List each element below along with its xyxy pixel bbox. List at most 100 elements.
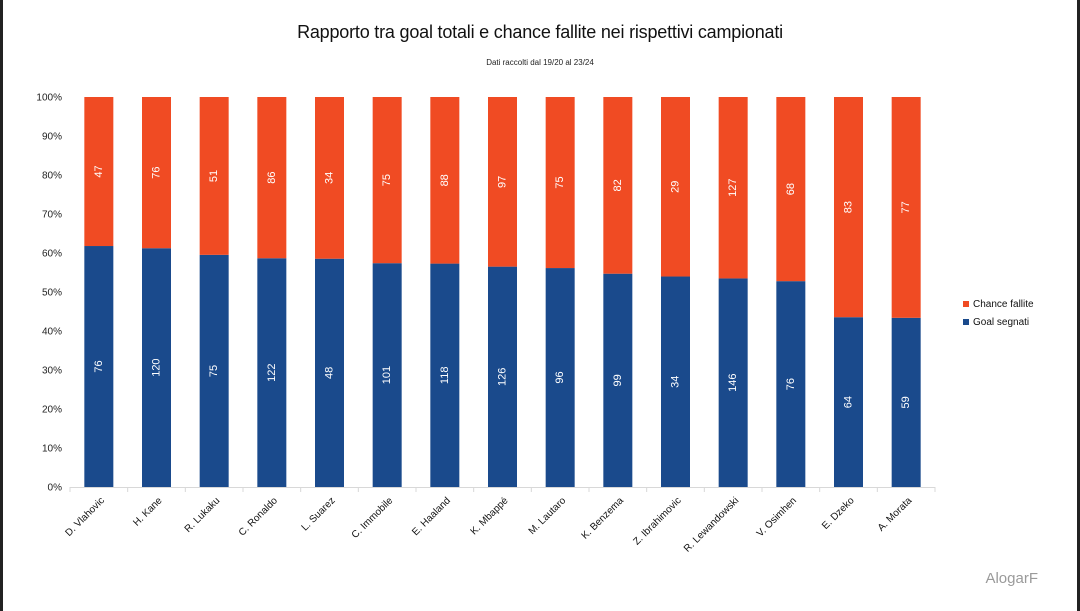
bar-chance-fallite bbox=[603, 97, 633, 274]
bar-chance-fallite bbox=[315, 97, 344, 259]
data-label-goal: 101 bbox=[381, 366, 393, 384]
legend-swatch-chance bbox=[963, 301, 969, 307]
data-label-goal: 146 bbox=[727, 374, 739, 392]
y-tick-label: 70% bbox=[42, 210, 62, 221]
bar-goal-segnati bbox=[545, 268, 575, 487]
bar-chance-fallite bbox=[545, 97, 575, 269]
bar-goal-segnati bbox=[430, 263, 460, 487]
data-label-chance: 75 bbox=[554, 176, 566, 188]
bar-goal-segnati bbox=[257, 258, 287, 487]
bar-chance-fallite bbox=[891, 97, 921, 318]
legend-label-chance: Chance fallite bbox=[973, 298, 1034, 310]
bar-goal-segnati bbox=[661, 276, 690, 487]
data-label-chance: 127 bbox=[727, 179, 739, 197]
bar-chance-fallite bbox=[257, 97, 287, 259]
x-category-label: K. Mbappé bbox=[469, 495, 511, 537]
bar-chance-fallite bbox=[430, 97, 460, 264]
bar-goal-segnati bbox=[718, 278, 748, 487]
x-category-label: Z. Ibrahimovic bbox=[631, 495, 683, 547]
data-label-chance: 83 bbox=[843, 201, 855, 213]
data-label-chance: 97 bbox=[497, 176, 509, 188]
data-label-goal: 59 bbox=[900, 396, 912, 408]
data-label-chance: 82 bbox=[612, 179, 624, 191]
data-label-chance: 86 bbox=[266, 172, 278, 184]
bar-goal-segnati bbox=[776, 281, 806, 487]
data-label-goal: 76 bbox=[785, 378, 797, 390]
bar-goal-segnati bbox=[372, 263, 402, 487]
data-label-chance: 88 bbox=[439, 174, 451, 186]
y-tick-label: 90% bbox=[42, 132, 62, 143]
legend-item-chance: Chance fallite bbox=[963, 295, 1034, 313]
bar-chance-fallite bbox=[199, 97, 229, 255]
bar-goal-segnati bbox=[603, 273, 633, 487]
legend: Chance fallite Goal segnati bbox=[963, 295, 1034, 331]
x-category-label: E. Dzeko bbox=[820, 495, 857, 532]
chart-subtitle: Dati raccolti dal 19/20 al 23/24 bbox=[486, 58, 594, 67]
x-category-label: M. Lautaro bbox=[527, 495, 569, 537]
y-tick-label: 30% bbox=[42, 366, 62, 377]
bar-goal-segnati bbox=[834, 317, 863, 487]
data-label-chance: 47 bbox=[93, 165, 105, 177]
data-label-chance: 34 bbox=[324, 172, 336, 184]
bar-chance-fallite bbox=[84, 97, 114, 247]
legend-item-goal: Goal segnati bbox=[963, 313, 1034, 331]
y-tick-label: 10% bbox=[42, 444, 62, 455]
bar-goal-segnati bbox=[84, 246, 114, 487]
y-tick-label: 0% bbox=[48, 483, 63, 494]
legend-swatch-goal bbox=[963, 319, 969, 325]
y-tick-label: 60% bbox=[42, 249, 62, 260]
x-category-label: R. Lewandowski bbox=[682, 495, 741, 554]
x-category-label: H. Kane bbox=[131, 495, 165, 529]
bar-goal-segnati bbox=[488, 266, 517, 487]
x-category-label: A. Morata bbox=[876, 495, 915, 534]
data-label-goal: 75 bbox=[208, 365, 220, 377]
bar-goal-segnati bbox=[891, 317, 921, 487]
data-label-goal: 48 bbox=[324, 367, 336, 379]
bar-chance-fallite bbox=[142, 97, 171, 249]
x-category-label: C. Ronaldo bbox=[237, 495, 280, 538]
bar-chance-fallite bbox=[372, 97, 402, 264]
data-label-goal: 99 bbox=[612, 374, 624, 386]
data-label-goal: 126 bbox=[497, 368, 509, 386]
data-label-chance: 51 bbox=[208, 170, 220, 182]
y-tick-label: 50% bbox=[42, 288, 62, 299]
data-label-chance: 77 bbox=[900, 201, 912, 213]
bar-goal-segnati bbox=[199, 254, 229, 487]
watermark: AlogarF bbox=[985, 570, 1038, 587]
bar-goal-segnati bbox=[315, 258, 344, 487]
data-label-chance: 68 bbox=[785, 183, 797, 195]
x-category-label: R. Lukaku bbox=[183, 495, 223, 535]
bar-goal-segnati bbox=[142, 248, 171, 487]
bar-chance-fallite bbox=[718, 97, 748, 279]
data-label-goal: 76 bbox=[93, 360, 105, 372]
data-label-goal: 120 bbox=[151, 358, 163, 376]
x-category-label: E. Haaland bbox=[410, 495, 453, 538]
data-label-goal: 96 bbox=[554, 371, 566, 383]
data-label-goal: 118 bbox=[439, 367, 451, 385]
data-label-chance: 29 bbox=[670, 181, 682, 193]
y-tick-label: 100% bbox=[36, 93, 62, 104]
legend-label-goal: Goal segnati bbox=[973, 316, 1030, 328]
data-label-goal: 122 bbox=[266, 363, 278, 381]
data-label-chance: 75 bbox=[381, 174, 393, 186]
chart-title: Rapporto tra goal totali e chance fallit… bbox=[297, 22, 783, 42]
bar-chance-fallite bbox=[776, 97, 806, 282]
x-category-label: V. Osimhen bbox=[755, 495, 799, 539]
x-category-label: L. Suarez bbox=[300, 495, 338, 533]
x-category-label: K. Benzema bbox=[580, 495, 627, 542]
bar-chance-fallite bbox=[488, 97, 517, 267]
left-edge bbox=[0, 0, 3, 611]
y-tick-label: 20% bbox=[42, 405, 62, 416]
y-tick-label: 80% bbox=[42, 171, 62, 182]
data-label-goal: 34 bbox=[670, 376, 682, 388]
data-label-chance: 76 bbox=[151, 166, 163, 178]
bar-chance-fallite bbox=[834, 97, 863, 318]
y-tick-label: 40% bbox=[42, 327, 62, 338]
x-category-label: C. Immobile bbox=[350, 495, 396, 541]
x-category-label: D. Vlahovic bbox=[63, 495, 107, 539]
right-edge bbox=[1077, 0, 1080, 611]
bar-chance-fallite bbox=[661, 97, 690, 277]
data-label-goal: 64 bbox=[843, 396, 855, 408]
